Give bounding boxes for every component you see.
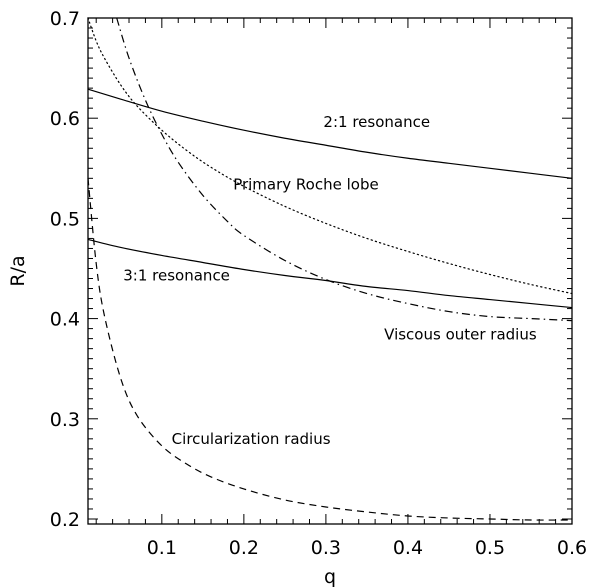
y-tick-label: 0.6 xyxy=(50,108,80,130)
3-1-resonance-curve xyxy=(87,238,573,309)
2-1-resonance-curve xyxy=(87,88,573,179)
viscous-outer-radius-curve xyxy=(116,17,573,322)
y-tick-label: 0.4 xyxy=(50,309,80,331)
circularization-radius-label: Circularization radius xyxy=(172,430,331,448)
primary-roche-lobe-curve xyxy=(87,17,573,295)
plot-frame xyxy=(87,17,573,525)
y-axis-label: R/a xyxy=(7,255,29,286)
x-tick-label: 0.4 xyxy=(393,537,423,559)
ticks-layer: 0.1 0.2 0.3 0.4 0.5 0.6 0.2 0.3 0.4 0.5 0.6 0.7 xyxy=(50,8,587,559)
3-1-resonance-label: 3:1 resonance xyxy=(123,267,230,285)
curves-layer xyxy=(87,17,573,521)
x-tick-label: 0.5 xyxy=(475,537,505,559)
x-axis-label: q xyxy=(324,566,336,587)
annotations-layer: 2:1 resonance Primary Roche lobe 3:1 reson… xyxy=(123,113,537,448)
y-tick-label: 0.3 xyxy=(50,409,80,431)
x-tick-label: 0.1 xyxy=(147,537,177,559)
2-1-resonance-label: 2:1 resonance xyxy=(323,113,430,131)
x-tick-label: 0.2 xyxy=(229,537,259,559)
y-tick-label: 0.2 xyxy=(50,509,80,531)
x-tick-label: 0.3 xyxy=(311,537,341,559)
x-tick-label: 0.6 xyxy=(557,537,587,559)
primary-roche-lobe-label: Primary Roche lobe xyxy=(233,175,379,193)
viscous-outer-radius-label: Viscous outer radius xyxy=(384,326,537,344)
y-tick-label: 0.7 xyxy=(50,8,80,30)
y-tick-label: 0.5 xyxy=(50,208,80,230)
circularization-radius-curve xyxy=(87,178,573,521)
